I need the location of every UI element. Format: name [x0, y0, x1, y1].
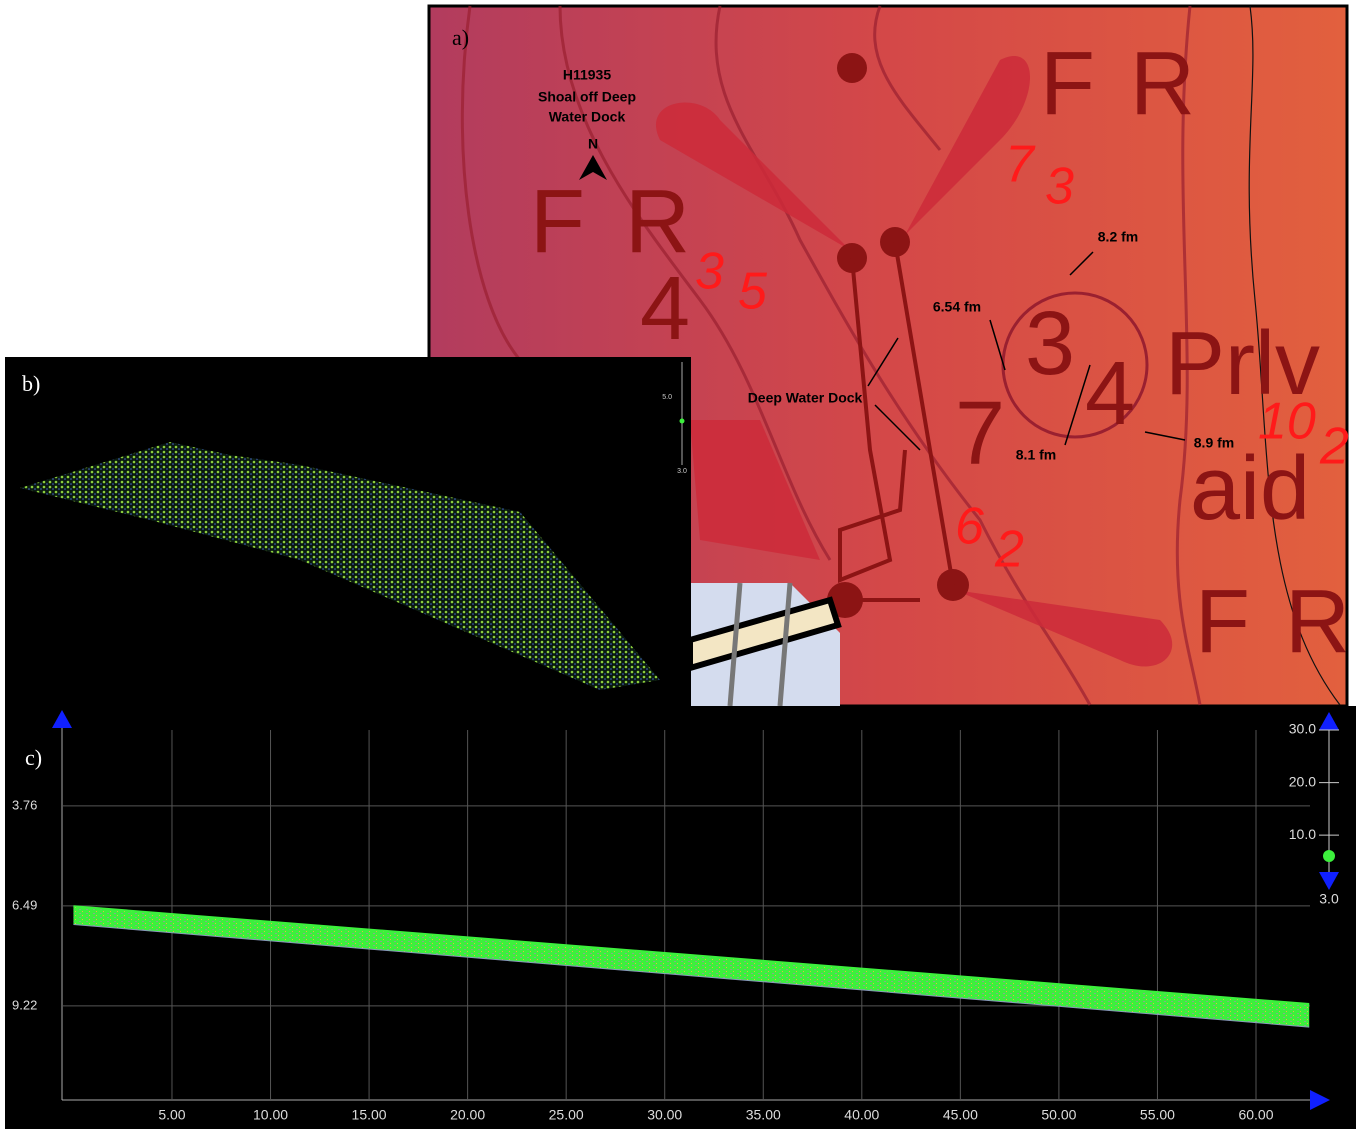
map-title: Shoal off Deep: [538, 89, 636, 105]
y-tick-label: 3.76: [12, 797, 37, 812]
chart-text: aid: [1190, 439, 1310, 539]
scale-label: 20.0: [1289, 773, 1316, 789]
figure: a) H11935 Shoal off Deep Water Dock N 8.…: [0, 0, 1356, 1129]
y-tick-label: 9.22: [12, 997, 37, 1012]
scale-label: 30.0: [1289, 721, 1316, 737]
scale-marker: [680, 419, 685, 424]
scale-label: 3.0: [1319, 891, 1339, 907]
chart-text: 4: [1085, 344, 1135, 444]
sounding: 3: [695, 243, 724, 301]
sounding: 3: [1045, 158, 1074, 216]
y-tick-label: 6.49: [12, 897, 37, 912]
map-title: Water Dock: [549, 109, 626, 125]
sounding: 5: [738, 263, 768, 321]
x-tick-label: 10.00: [253, 1107, 288, 1123]
chart-text: 3: [1025, 294, 1075, 394]
chart-text: F: [1195, 572, 1250, 672]
scale-label: 10.0: [1289, 826, 1316, 842]
chart-text: R: [1285, 572, 1350, 672]
chart-inset: [690, 583, 840, 706]
sounding: 10: [1258, 393, 1316, 451]
x-tick-label: 35.00: [746, 1107, 781, 1123]
north-label: N: [588, 136, 598, 152]
feature-annotation: Deep Water Dock: [748, 390, 863, 406]
x-tick-label: 20.00: [450, 1107, 485, 1123]
map-title: H11935: [563, 67, 611, 83]
chart-text: 4: [640, 259, 690, 359]
scale-label: 3.0: [677, 468, 687, 475]
chart-text: 7: [955, 384, 1005, 484]
chart-text: F: [530, 172, 585, 272]
x-tick-label: 55.00: [1140, 1107, 1175, 1123]
chart-text: R: [625, 172, 690, 272]
x-tick-label: 45.00: [943, 1107, 978, 1123]
sounding: 2: [1319, 418, 1349, 476]
sounding: 7: [1005, 136, 1036, 194]
panel-c: c) 5.00 10.00 15.00 20.00 25.00 30.00 35.00 40.…: [5, 706, 1356, 1129]
depth-annotation: 8.1 fm: [1016, 447, 1056, 463]
scale-label: 5.0: [662, 394, 672, 401]
chart-text: R: [1130, 34, 1195, 134]
sounding: 6: [955, 498, 984, 556]
panel-b: b) 5.0 3.0: [5, 357, 691, 706]
depth-annotation: 6.54 fm: [933, 299, 981, 315]
panel-label: b): [22, 371, 40, 396]
panel-label: c): [25, 745, 42, 770]
depth-annotation: 8.2 fm: [1098, 229, 1138, 245]
x-tick-label: 60.00: [1238, 1107, 1273, 1123]
x-tick-label: 40.00: [844, 1107, 879, 1123]
scale-marker: [1323, 850, 1335, 862]
panel-label: a): [452, 25, 469, 50]
x-tick-label: 25.00: [549, 1107, 584, 1123]
sounding: 2: [994, 521, 1024, 579]
x-tick-label: 50.00: [1041, 1107, 1076, 1123]
x-tick-label: 30.00: [647, 1107, 682, 1123]
x-tick-label: 15.00: [352, 1107, 387, 1123]
x-tick-label: 5.00: [158, 1107, 185, 1123]
chart-text: F: [1040, 34, 1095, 134]
